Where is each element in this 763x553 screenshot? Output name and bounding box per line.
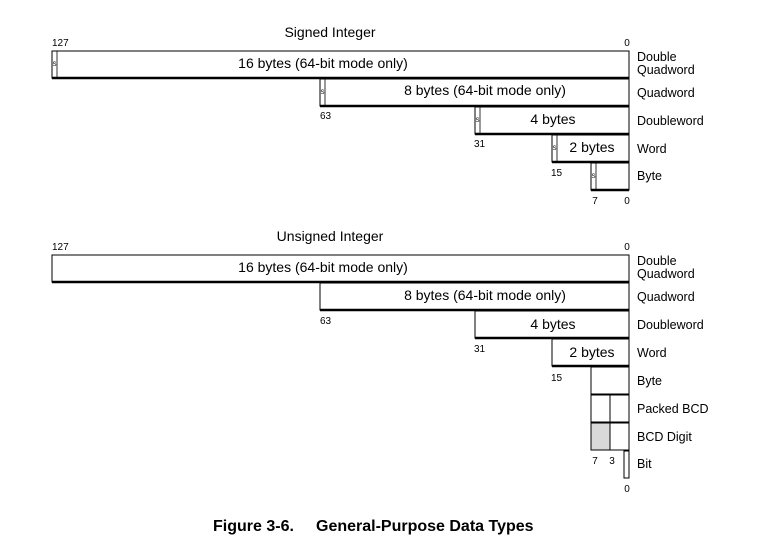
signed-bit-31-label: 31 xyxy=(474,139,486,150)
unsigned-row-byte xyxy=(590,366,630,395)
signed-row-byte: S xyxy=(590,162,630,192)
signed-qw-label: 8 bytes (64-bit mode only) xyxy=(404,82,566,98)
unsigned-bit-31-label: 31 xyxy=(474,344,486,355)
unsigned-dw-label: 4 bytes xyxy=(530,316,575,332)
unsigned-type-doubleword: Doubleword xyxy=(637,318,704,332)
unsigned-row-quadword: 8 bytes (64-bit mode only) xyxy=(319,282,630,312)
signed-qw-sign-bit: S xyxy=(320,90,324,96)
unsigned-type-bcd-digit: BCD Digit xyxy=(637,430,692,444)
unsigned-bcd-lower-nibble xyxy=(609,422,630,451)
unsigned-row-double-quadword: 16 bytes (64-bit mode only) xyxy=(51,254,630,284)
signed-type-quadword: Quadword xyxy=(637,86,695,100)
signed-row-word: S 2 bytes xyxy=(551,134,630,164)
unsigned-type-double: Double xyxy=(637,254,677,268)
signed-bit-63-label: 63 xyxy=(320,111,332,122)
unsigned-row-bcd-digit xyxy=(590,422,630,451)
signed-type-double: Double xyxy=(637,50,677,64)
figure-number: Figure 3-6. xyxy=(213,518,294,535)
unsigned-row-bit xyxy=(623,450,630,479)
signed-dq-label: 16 bytes (64-bit mode only) xyxy=(238,55,408,71)
figure-caption: Figure 3-6. General-Purpose Data Types xyxy=(213,518,534,535)
unsigned-type-bit: Bit xyxy=(637,457,652,471)
signed-type-doubleword: Doubleword xyxy=(637,114,704,128)
unsigned-row-packed-bcd xyxy=(590,394,630,423)
unsigned-type-byte: Byte xyxy=(637,374,662,388)
unsigned-row-doubleword: 4 bytes xyxy=(474,310,630,340)
signed-bit-127-label: 127 xyxy=(52,38,69,49)
signed-bit-15-label: 15 xyxy=(551,168,563,179)
unsigned-bit-63-label: 63 xyxy=(320,316,332,327)
signed-bit-0-bottom-label: 0 xyxy=(624,196,630,207)
signed-row-double-quadword: S 16 bytes (64-bit mode only) xyxy=(51,50,630,80)
signed-integer-section: Signed Integer 127 0 S 16 bytes (64-bit … xyxy=(51,24,704,207)
unsigned-qw-label: 8 bytes (64-bit mode only) xyxy=(404,287,566,303)
signed-type-byte: Byte xyxy=(637,169,662,183)
signed-row-doubleword: S 4 bytes xyxy=(474,106,630,136)
signed-dw-sign-bit: S xyxy=(475,118,479,124)
signed-dw-label: 4 bytes xyxy=(530,111,575,127)
unsigned-dq-label: 16 bytes (64-bit mode only) xyxy=(238,259,408,275)
unsigned-type-packed-bcd: Packed BCD xyxy=(637,402,709,416)
unsigned-row-word: 2 bytes xyxy=(551,338,630,368)
unsigned-type-word: Word xyxy=(637,346,667,360)
signed-bit-0-top-label: 0 xyxy=(624,38,630,49)
unsigned-type-quadword-2: Quadword xyxy=(637,267,695,281)
unsigned-bit-7-label: 7 xyxy=(592,456,598,467)
unsigned-bit-0-bottom-label: 0 xyxy=(624,484,630,495)
signed-row-quadword: S 8 bytes (64-bit mode only) xyxy=(319,78,630,108)
unsigned-bit-127-label: 127 xyxy=(52,242,69,253)
signed-bit-7-label: 7 xyxy=(592,196,598,207)
unsigned-bit-0-top-label: 0 xyxy=(624,242,630,253)
unsigned-integer-section: Unsigned Integer 127 0 16 bytes (64-bit … xyxy=(51,228,709,495)
signed-b-sign-bit: S xyxy=(591,174,595,180)
figure-title: General-Purpose Data Types xyxy=(316,518,534,535)
unsigned-bit-3-label: 3 xyxy=(609,456,615,467)
signed-dq-sign-bit: S xyxy=(52,62,56,68)
signed-title: Signed Integer xyxy=(284,24,375,40)
unsigned-bit-15-label: 15 xyxy=(551,373,563,384)
unsigned-title: Unsigned Integer xyxy=(277,228,384,244)
unsigned-w-label: 2 bytes xyxy=(569,344,614,360)
unsigned-bit-box xyxy=(623,450,630,479)
signed-b-box xyxy=(590,162,630,191)
unsigned-type-quadword: Quadword xyxy=(637,290,695,304)
signed-type-word: Word xyxy=(637,142,667,156)
unsigned-bcd-upper-nibble xyxy=(590,422,611,451)
signed-w-label: 2 bytes xyxy=(569,139,614,155)
signed-type-quadword-2: Quadword xyxy=(637,63,695,77)
signed-w-sign-bit: S xyxy=(552,146,556,152)
unsigned-b-box xyxy=(590,366,630,395)
